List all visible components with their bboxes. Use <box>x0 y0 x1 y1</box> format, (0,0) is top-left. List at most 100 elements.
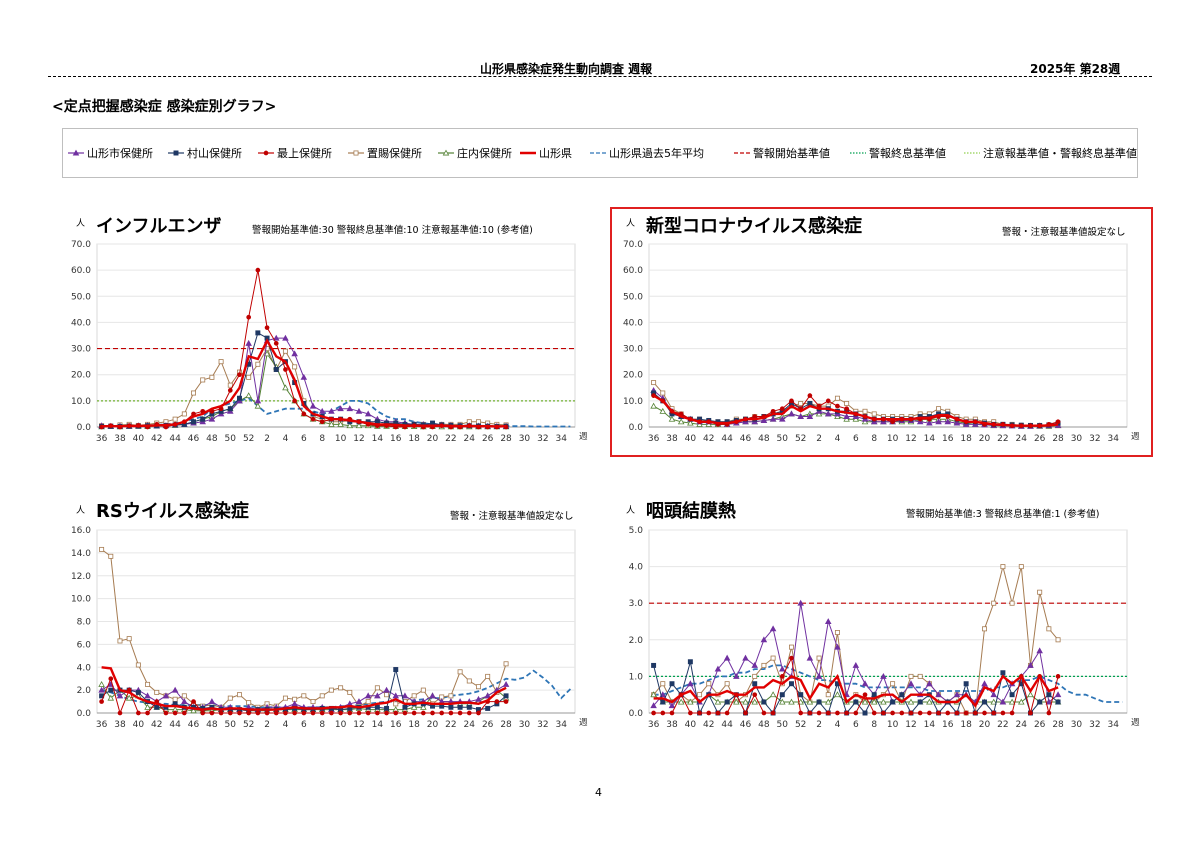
data-point <box>706 710 712 716</box>
x-tick-label: 4 <box>835 720 841 730</box>
data-point <box>162 692 170 699</box>
data-point <box>209 710 215 716</box>
data-point <box>347 710 353 716</box>
data-point <box>402 710 408 716</box>
data-point <box>246 314 252 320</box>
legend: 山形市保健所 村山保健所 最上保健所 置賜保健所 庄内保健所 山形県 山形県過去5年平均 警報… <box>68 146 1137 160</box>
data-point <box>347 689 353 695</box>
x-tick-label: 2 <box>264 720 270 730</box>
x-tick-label: 16 <box>942 720 954 730</box>
data-point <box>688 710 693 716</box>
data-point <box>208 698 216 705</box>
data-point <box>650 702 657 709</box>
x-tick-label: 38 <box>666 720 678 730</box>
x-tick-label: 22 <box>445 434 456 444</box>
data-point <box>972 710 978 716</box>
y-tick-label: 0.0 <box>77 423 92 433</box>
data-point <box>834 643 841 650</box>
y-tick-label: 10.0 <box>623 397 643 407</box>
data-point <box>355 698 363 705</box>
data-point <box>779 665 786 672</box>
data-point <box>448 704 454 710</box>
data-point <box>319 693 325 699</box>
data-point <box>246 374 252 380</box>
legend-item: 警報開始基準値 <box>734 146 830 160</box>
chart4-unit: 人 <box>626 506 636 516</box>
legend-item: 注意報基準値・警報終息基準値 <box>964 146 1137 160</box>
data-point <box>218 359 224 365</box>
data-point <box>374 692 381 699</box>
legend-box <box>62 128 1138 178</box>
data-point <box>374 704 380 710</box>
data-point <box>476 684 481 690</box>
data-point <box>861 680 869 687</box>
data-point <box>752 692 758 698</box>
data-point <box>144 692 151 699</box>
y-tick-label: 30.0 <box>623 345 643 355</box>
data-point <box>917 710 923 716</box>
data-point <box>1037 699 1043 705</box>
data-point <box>420 687 426 693</box>
data-point <box>788 410 795 417</box>
data-point <box>1000 670 1006 676</box>
x-tick-label: 52 <box>243 434 254 444</box>
report-week: 2025年 第28週 <box>1030 62 1121 76</box>
legend-item: 警報終息基準値 <box>850 146 946 160</box>
data-point <box>401 692 409 699</box>
y-tick-label: 8.0 <box>77 618 92 628</box>
data-point <box>484 692 491 699</box>
data-point <box>356 710 362 716</box>
data-point <box>108 687 114 693</box>
y-tick-label: 6.0 <box>77 640 92 650</box>
legend-label: 山形県 <box>539 147 572 160</box>
data-point <box>907 680 915 687</box>
data-point <box>834 691 841 698</box>
section-title: <定点把握感染症 感染症別グラフ> <box>52 99 277 115</box>
data-point <box>945 710 951 716</box>
data-point <box>789 398 794 404</box>
x-tick-label: 46 <box>188 434 200 444</box>
x-tick-label: 52 <box>795 720 806 730</box>
chart3-title: RSウイルス感染症 <box>96 501 249 522</box>
legend-label: 警報開始基準値 <box>753 146 830 160</box>
data-point <box>752 414 758 419</box>
legend-label: 最上保健所 <box>277 146 332 160</box>
data-point <box>116 692 124 699</box>
data-point <box>1046 692 1052 698</box>
data-point <box>429 692 436 699</box>
series-line <box>653 674 1059 708</box>
legend-label: 警報終息基準値 <box>869 146 946 160</box>
chart2-note: 警報・注意報基準値設定なし <box>1002 227 1126 238</box>
data-point <box>1054 691 1062 698</box>
data-point <box>383 686 390 693</box>
x-tick-label: 12 <box>353 720 364 730</box>
x-tick-label: 10 <box>887 434 899 444</box>
y-tick-label: 0.0 <box>77 709 92 719</box>
x-tick-label: 50 <box>777 720 789 730</box>
data-point <box>752 681 758 687</box>
data-point <box>107 694 115 701</box>
data-point <box>448 710 454 716</box>
data-point <box>761 699 767 705</box>
x-tick-label: 14 <box>372 434 384 444</box>
chart1-note: 警報開始基準値:30 警報終息基準値:10 注意報基準値:10 (参考値) <box>252 225 533 236</box>
data-point <box>715 710 721 716</box>
x-tick-label: 46 <box>740 434 752 444</box>
data-point <box>237 395 242 401</box>
data-point <box>190 707 197 714</box>
x-tick-label: 30 <box>1071 720 1083 730</box>
data-point <box>880 698 887 705</box>
data-point <box>135 662 141 668</box>
legend-label: 村山保健所 <box>187 146 242 160</box>
x-tick-label: 26 <box>1034 434 1046 444</box>
y-tick-label: 0.0 <box>629 709 644 719</box>
data-point <box>1055 699 1061 705</box>
data-point <box>273 367 279 372</box>
data-point <box>291 350 298 357</box>
data-point <box>798 710 804 716</box>
x-tick-label: 22 <box>997 434 1008 444</box>
x-tick-label: 32 <box>537 720 548 730</box>
chart1-unit: 人 <box>76 219 86 229</box>
data-point <box>346 405 354 412</box>
data-point <box>310 699 316 705</box>
